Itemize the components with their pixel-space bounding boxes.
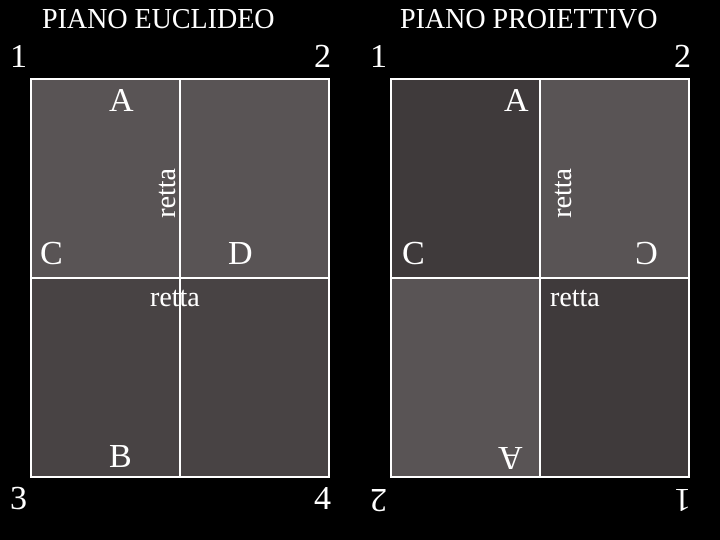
corner-left-tl: 1 [10,38,27,76]
corner-right-bl: 2 [370,480,387,518]
mid-left-bottom: B [109,438,132,476]
left-cross-v [179,78,181,478]
mid-right-left: C [402,235,425,273]
quad-left-tr [180,78,330,278]
corner-right-tr: 2 [674,38,691,76]
corner-left-tr: 2 [314,38,331,76]
corner-right-br: 1 [674,480,691,518]
mid-right-right: C [635,235,658,273]
mid-right-top: A [504,82,529,120]
axis-left-vertical: retta [151,168,183,218]
right-cross-v [539,78,541,478]
mid-left-left: C [40,235,63,273]
axis-right-vertical: retta [547,168,579,218]
axis-left-horizontal: retta [150,282,200,314]
title-left: PIANO EUCLIDEO [42,4,275,36]
corner-right-tl: 1 [370,38,387,76]
mid-left-right: D [228,235,253,273]
mid-right-bottom: A [498,438,523,476]
quad-left-br [180,278,330,478]
corner-left-br: 4 [314,480,331,518]
axis-right-horizontal: retta [550,282,600,314]
mid-left-top: A [109,82,134,120]
corner-left-bl: 3 [10,480,27,518]
title-right: PIANO PROIETTIVO [400,4,657,36]
